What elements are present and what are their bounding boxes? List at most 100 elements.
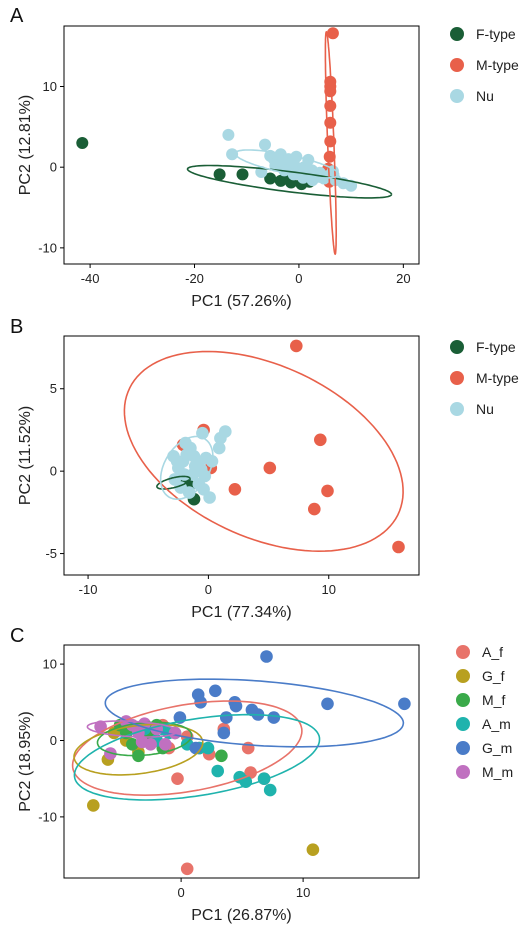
y-axis-label: PC2 (18.95%) [17, 711, 34, 812]
confidence-ellipse-f-type [156, 475, 191, 490]
confidence-ellipse-f-type [186, 164, 393, 199]
y-tick-label: 0 [50, 464, 57, 479]
x-tick-label: 0 [205, 582, 212, 597]
legend-marker-f-type [450, 27, 464, 41]
x-tick-label: -40 [81, 271, 100, 286]
confidence-ellipse-nu [159, 435, 214, 501]
data-point-m-type [326, 27, 339, 40]
data-point-m-type [228, 483, 242, 496]
y-tick-label: -5 [45, 546, 57, 561]
data-point-nu [188, 459, 202, 473]
data-point-m-type [392, 540, 405, 554]
data-point-nu [178, 468, 191, 481]
plot-frame [63, 644, 420, 879]
panel-a: A -40 -20 0 20 -10 0 10 PC1 (57.26%) PC2 (12.81%)… [10, 5, 519, 310]
x-tick-label: 10 [296, 885, 310, 900]
legend-marker-m-f [456, 693, 470, 707]
plot-area [71, 650, 411, 876]
data-point-a-m [263, 783, 277, 797]
data-point-nu [222, 128, 235, 141]
legend-label-m-type: M-type [476, 370, 519, 386]
data-point-m-f [126, 738, 139, 751]
legend-marker-m-m [456, 765, 470, 779]
legend-marker-g-m [456, 741, 470, 755]
legend-marker-f-type [450, 340, 464, 354]
legend-label-nu: Nu [476, 88, 494, 104]
confidence-ellipse-m-type [324, 30, 338, 256]
y-tick-label: 10 [43, 79, 57, 94]
legend: F-type M-type Nu [450, 26, 519, 104]
y-tick-label: -10 [38, 809, 57, 824]
data-point-a-m [201, 741, 215, 755]
y-tick-label: 10 [43, 657, 57, 672]
x-tick-label: 0 [177, 885, 184, 900]
legend-marker-g-f [456, 669, 470, 683]
data-point-m-type [263, 461, 277, 475]
data-point-g-f [306, 843, 320, 856]
data-point-g-m [217, 726, 231, 740]
y-tick-label: 0 [50, 160, 57, 175]
data-point-g-m [220, 711, 233, 724]
data-point-a-m [211, 764, 224, 778]
data-point-nu [179, 436, 192, 450]
data-point-g-m [189, 741, 203, 755]
x-tick-label: 20 [396, 271, 410, 286]
data-point-m-type [290, 339, 303, 353]
data-point-g-f [87, 799, 100, 812]
legend-marker-nu [450, 402, 464, 416]
y-axis-label: PC2 (11.52%) [17, 406, 34, 505]
data-point-g-m [260, 650, 273, 663]
x-axis-label: PC1 (26.87%) [191, 907, 292, 924]
data-point-nu [269, 159, 282, 172]
legend-marker-m-type [450, 58, 464, 72]
legend-marker-m-type [450, 371, 464, 385]
data-point-g-m [209, 684, 222, 698]
x-axis-label: PC1 (57.26%) [191, 293, 292, 310]
plot-area [76, 27, 393, 256]
x-tick-label: -20 [185, 271, 204, 286]
legend-label-a-f: A_f [482, 644, 503, 660]
y-axis-label: PC2 (12.81%) [17, 95, 34, 196]
data-point-m-f [215, 749, 228, 763]
confidence-ellipse-m-type [123, 350, 404, 553]
data-point-nu [226, 148, 239, 161]
data-point-f-type [236, 168, 249, 181]
confidence-ellipse-a-m [73, 713, 321, 801]
legend-marker-a-m [456, 717, 470, 731]
data-point-m-type [323, 150, 336, 163]
legend-label-nu: Nu [476, 401, 494, 417]
data-point-nu [212, 441, 226, 455]
legend-label-a-m: A_m [482, 716, 511, 732]
data-point-nu [259, 138, 271, 151]
legend-marker-nu [450, 89, 464, 103]
confidence-ellipse-nu [234, 149, 340, 179]
confidence-ellipse-g-m [104, 678, 405, 748]
legend: A_f G_f M_f A_m G_m M_m [456, 644, 513, 780]
data-point-g-m [267, 711, 281, 724]
x-axis-label: PC1 (77.34%) [191, 604, 292, 621]
legend-label-m-type: M-type [476, 57, 519, 73]
legend-label-m-f: M_f [482, 692, 505, 708]
data-point-a-f [171, 772, 184, 785]
data-point-f-type [213, 168, 226, 181]
y-tick-label: 5 [50, 381, 57, 396]
legend: F-type M-type Nu [450, 339, 519, 417]
panel-letter: B [10, 316, 23, 338]
confidence-ellipse-m-f [96, 721, 193, 757]
legend-label-m-m: M_m [482, 764, 513, 780]
data-point-nu [219, 425, 232, 438]
data-point-m-m [135, 735, 149, 749]
data-point-nu [197, 483, 210, 496]
data-point-g-m [321, 697, 334, 711]
plot-frame [63, 25, 420, 265]
data-point-g-m [229, 699, 243, 713]
plot-frame [63, 335, 420, 576]
data-point-nu [297, 171, 310, 184]
legend-marker-a-f [456, 645, 470, 659]
data-point-f-type [76, 137, 89, 149]
data-point-m-type [324, 99, 337, 112]
y-tick-label: -10 [38, 240, 57, 255]
x-tick-label: 10 [322, 582, 336, 597]
data-point-f-type [264, 172, 277, 185]
